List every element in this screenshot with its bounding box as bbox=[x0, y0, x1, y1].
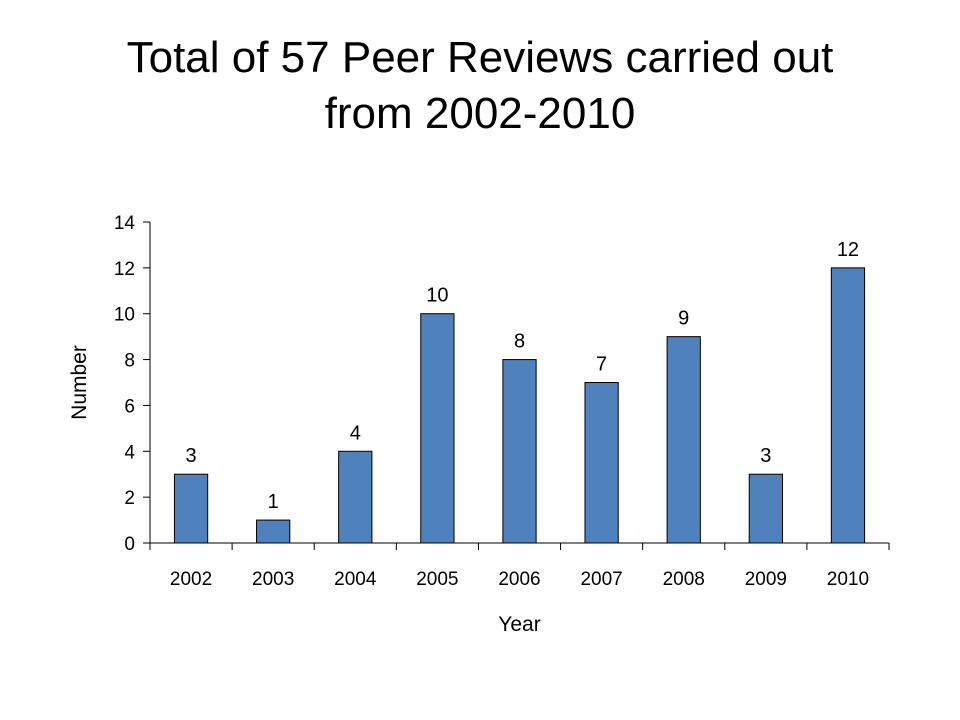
x-axis-title: Year bbox=[498, 613, 540, 636]
bar bbox=[584, 382, 619, 544]
y-tick-label: 12 bbox=[114, 259, 135, 280]
bar-value-label: 9 bbox=[678, 308, 689, 330]
bar-value-label: 3 bbox=[185, 445, 196, 467]
x-tick-label: 2006 bbox=[498, 569, 540, 590]
x-tick-label: 2010 bbox=[827, 569, 869, 590]
slide-title-line-2: from 2002-2010 bbox=[324, 89, 636, 138]
bar bbox=[748, 473, 783, 544]
bar-value-label: 10 bbox=[426, 285, 448, 307]
x-tick-label: 2002 bbox=[170, 569, 212, 590]
slide-title: Total of 57 Peer Reviews carried out fro… bbox=[40, 30, 920, 142]
slide-title-line-1: Total of 57 Peer Reviews carried out bbox=[126, 33, 834, 82]
x-tick-label: 2003 bbox=[252, 569, 294, 590]
x-tick-label: 2009 bbox=[745, 569, 787, 590]
y-tick-label: 2 bbox=[124, 488, 135, 509]
y-tick-label: 14 bbox=[114, 213, 136, 234]
bar bbox=[420, 313, 455, 544]
bar-value-label: 3 bbox=[760, 445, 771, 467]
y-tick-label: 0 bbox=[124, 534, 135, 555]
bar bbox=[830, 267, 866, 544]
y-tick-label: 6 bbox=[124, 396, 135, 417]
data-labels: 3 1 4 10 8 7 9 3 12 bbox=[185, 239, 859, 513]
x-tick-label: 2008 bbox=[663, 569, 705, 590]
bar-value-label: 8 bbox=[514, 331, 525, 353]
bar bbox=[338, 450, 373, 544]
x-tick-label: 2005 bbox=[416, 569, 458, 590]
bar bbox=[666, 336, 701, 544]
bar-value-label: 1 bbox=[268, 491, 279, 513]
bar bbox=[502, 359, 537, 544]
bar-value-label: 12 bbox=[837, 239, 859, 261]
bar-value-label: 7 bbox=[596, 354, 607, 376]
y-axis: 0 2 4 6 8 10 12 14 bbox=[114, 213, 151, 555]
x-axis: 2002 2003 2004 2005 2006 2007 2008 2009 2010 bbox=[149, 542, 890, 590]
x-tick-label: 2007 bbox=[580, 569, 622, 590]
y-tick-label: 8 bbox=[124, 351, 135, 372]
bar bbox=[256, 519, 291, 544]
y-axis-title: Number bbox=[68, 345, 91, 420]
y-tick-label: 4 bbox=[124, 442, 135, 463]
y-tick-label: 10 bbox=[114, 305, 135, 326]
bars bbox=[173, 267, 866, 544]
bar bbox=[173, 473, 209, 544]
x-tick-label: 2004 bbox=[334, 569, 377, 590]
bar-value-label: 4 bbox=[350, 422, 361, 444]
